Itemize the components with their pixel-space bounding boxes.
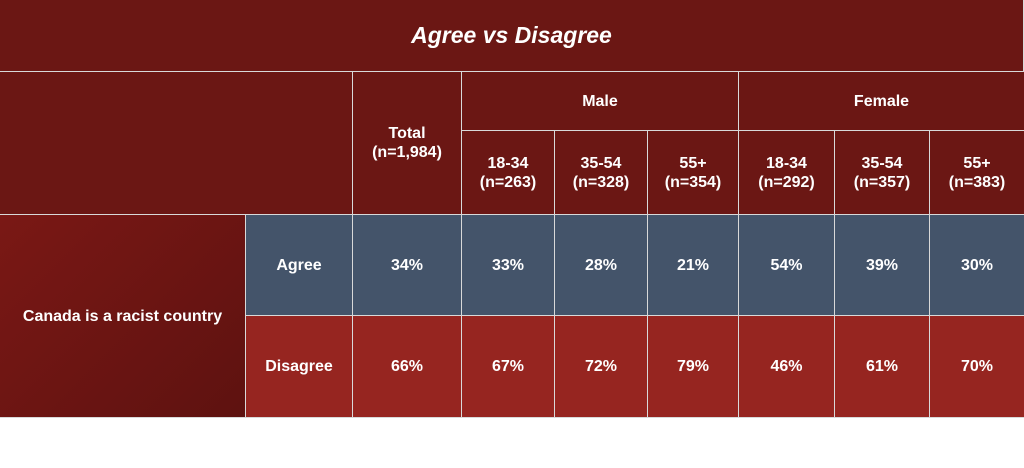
column-header-female-18-34: 18-34 (n=292) xyxy=(739,131,835,215)
table-cell: 30% xyxy=(930,215,1024,316)
table-title: Agree vs Disagree xyxy=(0,0,1024,72)
table-cell: 67% xyxy=(462,316,555,418)
row-label-disagree: Disagree xyxy=(246,316,353,418)
column-header-male-18-34: 18-34 (n=263) xyxy=(462,131,555,215)
table-cell: 61% xyxy=(835,316,930,418)
table-cell: 21% xyxy=(648,215,739,316)
row-label-agree: Agree xyxy=(246,215,353,316)
table-cell: 70% xyxy=(930,316,1024,418)
table-cell: 46% xyxy=(739,316,835,418)
table-cell: 28% xyxy=(555,215,648,316)
table-cell: 72% xyxy=(555,316,648,418)
group-header-female: Female xyxy=(739,72,1024,131)
table-cell: 66% xyxy=(353,316,462,418)
table-cell: 33% xyxy=(462,215,555,316)
column-header-female-35-54: 35-54 (n=357) xyxy=(835,131,930,215)
table-cell: 34% xyxy=(353,215,462,316)
column-header-female-55-plus: 55+ (n=383) xyxy=(930,131,1024,215)
column-header-male-55-plus: 55+ (n=354) xyxy=(648,131,739,215)
group-header-male: Male xyxy=(462,72,739,131)
results-table: Agree vs Disagree Total (n=1,984) Male F… xyxy=(0,0,1024,418)
row-header-statement: Canada is a racist country xyxy=(0,215,246,418)
table-cell: 54% xyxy=(739,215,835,316)
column-header-male-35-54: 35-54 (n=328) xyxy=(555,131,648,215)
table-cell: 79% xyxy=(648,316,739,418)
corner-blank xyxy=(0,72,353,215)
table-cell: 39% xyxy=(835,215,930,316)
column-header-total: Total (n=1,984) xyxy=(353,72,462,215)
